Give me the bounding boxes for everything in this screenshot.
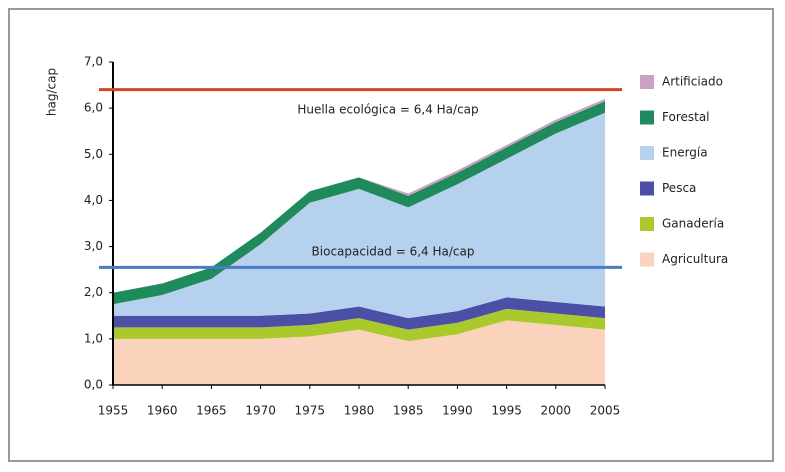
x-tick-label: 1970 [245, 404, 276, 418]
y-tick-label: 4,0 [84, 193, 103, 207]
area [113, 308, 605, 342]
x-tick-label: 1995 [491, 404, 522, 418]
x-tick-label: 1960 [147, 404, 178, 418]
legend-swatch [640, 110, 654, 125]
y-tick-label: 3,0 [84, 239, 103, 253]
area [113, 297, 605, 330]
legend-swatch [640, 181, 654, 196]
x-tick-label: 2000 [541, 404, 572, 418]
legend-swatch [640, 252, 654, 267]
y-tick-label: 6,0 [84, 101, 103, 115]
x-tick-label: 1955 [98, 404, 129, 418]
legend-label: Agricultura [662, 252, 728, 266]
area [113, 320, 605, 385]
legend-swatch [640, 217, 654, 231]
legend-label: Ganadería [662, 217, 724, 231]
y-tick-label: 1,0 [84, 331, 103, 345]
legend-label: Pesca [662, 181, 696, 195]
y-tick-label: 2,0 [84, 285, 103, 299]
y-tick-label: 5,0 [84, 147, 103, 161]
legend-swatch [640, 75, 654, 89]
x-tick-label: 2005 [590, 404, 621, 418]
y-axis-label: hag/cap [45, 68, 59, 116]
y-tick-label: 0,0 [84, 378, 103, 392]
area [113, 101, 605, 305]
x-tick-label: 1965 [196, 404, 227, 418]
legend-label: Energía [662, 146, 708, 160]
reference-label: Biocapacidad = 6,4 Ha/cap [312, 245, 475, 259]
x-tick-label: 1990 [442, 404, 473, 418]
x-tick-label: 1985 [393, 404, 424, 418]
reference-label: Huella ecológica = 6,4 Ha/cap [297, 103, 478, 117]
legend-label: Artificiado [662, 75, 723, 89]
x-tick-label: 1980 [344, 404, 375, 418]
x-tick-label: 1975 [295, 404, 326, 418]
legend-label: Forestal [662, 110, 710, 124]
y-tick-label: 7,0 [84, 55, 103, 69]
legend-swatch [640, 146, 654, 160]
